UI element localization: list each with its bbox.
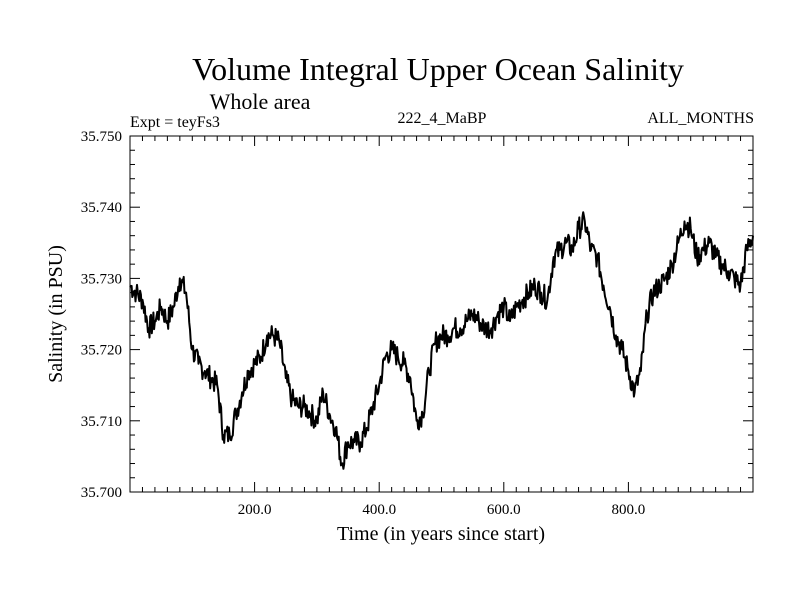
x-tick-label: 200.0: [238, 502, 272, 518]
x-tick-label: 600.0: [487, 502, 521, 518]
y-tick-label: 35.730: [81, 271, 122, 287]
experiment-label: Expt = teyFs3: [130, 114, 220, 131]
months-label: ALL_MONTHS: [647, 110, 754, 127]
y-tick-label: 35.720: [81, 343, 122, 359]
chart-title: Volume Integral Upper Ocean Salinity: [192, 51, 684, 87]
y-tick-label: 35.700: [81, 485, 122, 501]
y-axis: 35.700 35.710 35.720 35.730 35.740 35.750: [81, 129, 753, 501]
x-tick-label: 800.0: [612, 502, 646, 518]
x-axis: 200.0 400.0 600.0 800.0: [129, 136, 754, 518]
y-tick-label: 35.750: [81, 129, 122, 145]
run-label: 222_4_MaBP: [398, 110, 487, 127]
x-tick-label: 400.0: [362, 502, 396, 518]
y-tick-label: 35.740: [81, 200, 122, 216]
y-axis-label: Salinity (in PSU): [45, 245, 67, 383]
y-tick-label: 35.710: [81, 414, 122, 430]
salinity-line: [129, 211, 754, 470]
chart-subtitle: Whole area: [210, 89, 311, 114]
x-axis-label: Time (in years since start): [337, 523, 545, 545]
